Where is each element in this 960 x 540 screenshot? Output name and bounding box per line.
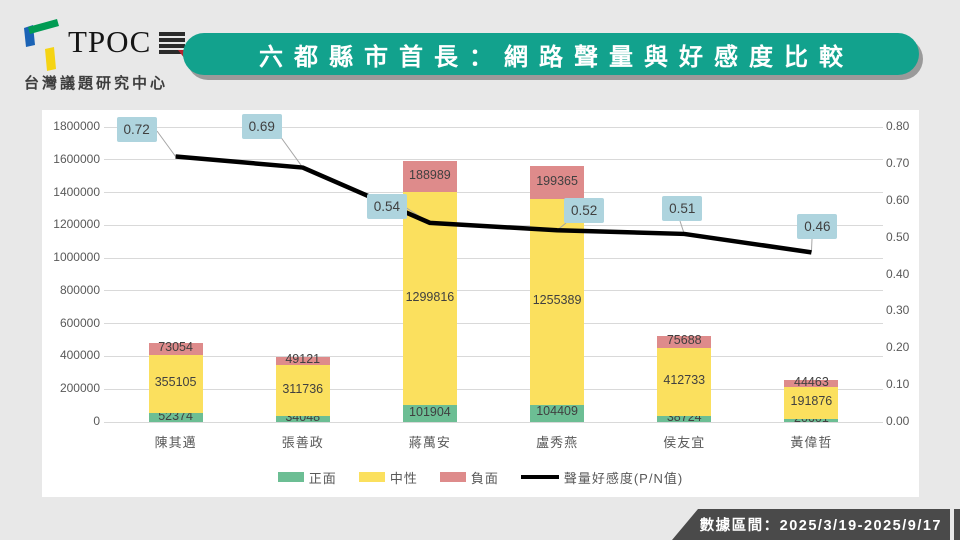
legend-swatch-icon <box>520 475 559 479</box>
legend-item: 中性 <box>358 468 418 487</box>
right-axis-tick-label: 0.80 <box>886 119 910 133</box>
date-range-label: 數據區間：2025/3/19-2025/9/17 <box>699 518 942 534</box>
legend-swatch-icon <box>277 472 304 482</box>
seal-row <box>159 38 185 42</box>
legend-item: 正面 <box>277 468 337 487</box>
bar-value-label: 75688 <box>666 332 702 347</box>
title-banner: 六都縣市首長：網路聲量與好感度比較 <box>183 33 919 75</box>
bar-segment <box>657 415 712 422</box>
legend-item: 負面 <box>439 468 499 487</box>
gridline <box>104 388 883 390</box>
legend-label: 正面 <box>308 470 337 486</box>
tpoc-logo-subtitle: 台灣議題研究中心 <box>24 75 169 92</box>
pn-value-label: 0.52 <box>564 198 605 224</box>
category-label: 陳其邁 <box>154 435 197 450</box>
right-axis-tick-label: 0.60 <box>886 192 910 207</box>
page-title: 六都縣市首長：網路聲量與好感度比較 <box>259 43 854 71</box>
left-axis-tick-label: 600000 <box>59 315 100 330</box>
bar-segment <box>275 365 330 417</box>
left-axis-tick-label: 800000 <box>59 282 100 297</box>
left-axis-tick-label: 1000000 <box>53 250 100 265</box>
right-axis-tick-label: 0.00 <box>886 414 910 428</box>
bar-segment <box>148 355 203 414</box>
category-label: 盧秀燕 <box>536 435 579 450</box>
left-axis-tick-label: 400000 <box>59 348 100 363</box>
bar-value-label: 49121 <box>285 352 321 367</box>
bar-value-label: 104409 <box>536 404 578 419</box>
right-axis-tick-label: 0.70 <box>886 155 910 170</box>
bar-segment <box>784 379 839 388</box>
legend-swatch-icon <box>358 472 385 482</box>
legend-label: 聲量好感度(P/N值) <box>563 470 684 486</box>
left-axis-tick-label: 1600000 <box>53 151 100 166</box>
legend-item: 聲量好感度(P/N值) <box>520 468 684 487</box>
bar-segment <box>275 416 330 422</box>
category-label: 黃偉哲 <box>790 435 833 450</box>
category-label: 張善政 <box>281 435 324 450</box>
right-axis-tick-label: 0.10 <box>886 377 910 392</box>
bar-value-label: 73054 <box>158 340 193 355</box>
seal-row <box>159 44 185 48</box>
date-range-ribbon: 數據區間：2025/3/19-2025/9/17 <box>672 509 960 540</box>
bar-value-label: 311736 <box>282 381 324 396</box>
bar-segment <box>402 405 457 422</box>
left-axis-tick-label: 0 <box>93 414 100 428</box>
bar-segment <box>784 387 839 419</box>
left-axis-tick-label: 1800000 <box>53 119 100 133</box>
right-axis-tick-label: 0.40 <box>886 266 910 281</box>
tpoc-seal-icon <box>159 32 185 59</box>
seal-accent-icon <box>178 50 185 59</box>
category-label: 侯友宜 <box>663 435 706 450</box>
legend-swatch-icon <box>439 472 466 482</box>
gridline <box>104 224 883 226</box>
left-axis-tick-label: 1200000 <box>53 217 100 232</box>
bar-segment <box>530 404 585 422</box>
bar-value-label: 355105 <box>154 375 197 390</box>
bar-segment <box>657 335 712 348</box>
bar-segment <box>148 343 203 356</box>
bar-segment <box>784 418 839 422</box>
bar-value-label: 44463 <box>794 374 829 389</box>
legend-label: 中性 <box>389 470 418 486</box>
pn-value-label: 0.51 <box>662 195 703 221</box>
bar-value-label: 191876 <box>790 393 833 408</box>
right-axis-tick-label: 0.50 <box>886 229 910 244</box>
gridline <box>104 290 883 292</box>
gridline <box>104 257 883 259</box>
legend-label: 負面 <box>470 470 499 486</box>
bar-value-label: 188989 <box>409 167 451 182</box>
gridline <box>104 159 883 161</box>
bar-value-label: 1299816 <box>405 289 455 304</box>
gridline <box>104 355 883 357</box>
seal-row <box>159 50 185 54</box>
pn-value-label: 0.54 <box>366 193 407 219</box>
bar-value-label: 199365 <box>536 173 578 188</box>
pn-value-label: 0.46 <box>797 214 838 240</box>
seal-row <box>159 32 185 36</box>
tpoc-logo-mark-icon <box>24 19 59 71</box>
bar-value-label: 1255389 <box>532 293 582 308</box>
bar-value-label: 412733 <box>663 372 706 387</box>
tpoc-logo: TPOC 台灣議題研究中心 <box>16 8 191 96</box>
right-axis-tick-label: 0.30 <box>886 303 910 318</box>
chart-legend: 正面 中性 負面 聲量好感度(P/N值) <box>42 464 919 490</box>
gridline <box>104 126 883 128</box>
bar-segment <box>148 413 203 422</box>
bar-segment <box>657 348 712 416</box>
right-axis-tick-label: 0.20 <box>886 340 910 355</box>
pn-value-label: 0.69 <box>241 113 282 139</box>
ribbon-notch <box>950 509 954 540</box>
gridline <box>104 192 883 194</box>
category-label: 蔣萬安 <box>408 435 451 450</box>
gridline <box>104 323 883 325</box>
left-axis-tick-label: 1400000 <box>53 184 100 199</box>
tpoc-brand-text: TPOC <box>68 24 152 59</box>
bar-segment <box>275 357 330 366</box>
pn-value-label: 0.72 <box>116 116 157 142</box>
left-axis-tick-label: 200000 <box>59 381 100 396</box>
bar-value-label: 101904 <box>409 404 451 419</box>
gridline <box>104 421 883 423</box>
